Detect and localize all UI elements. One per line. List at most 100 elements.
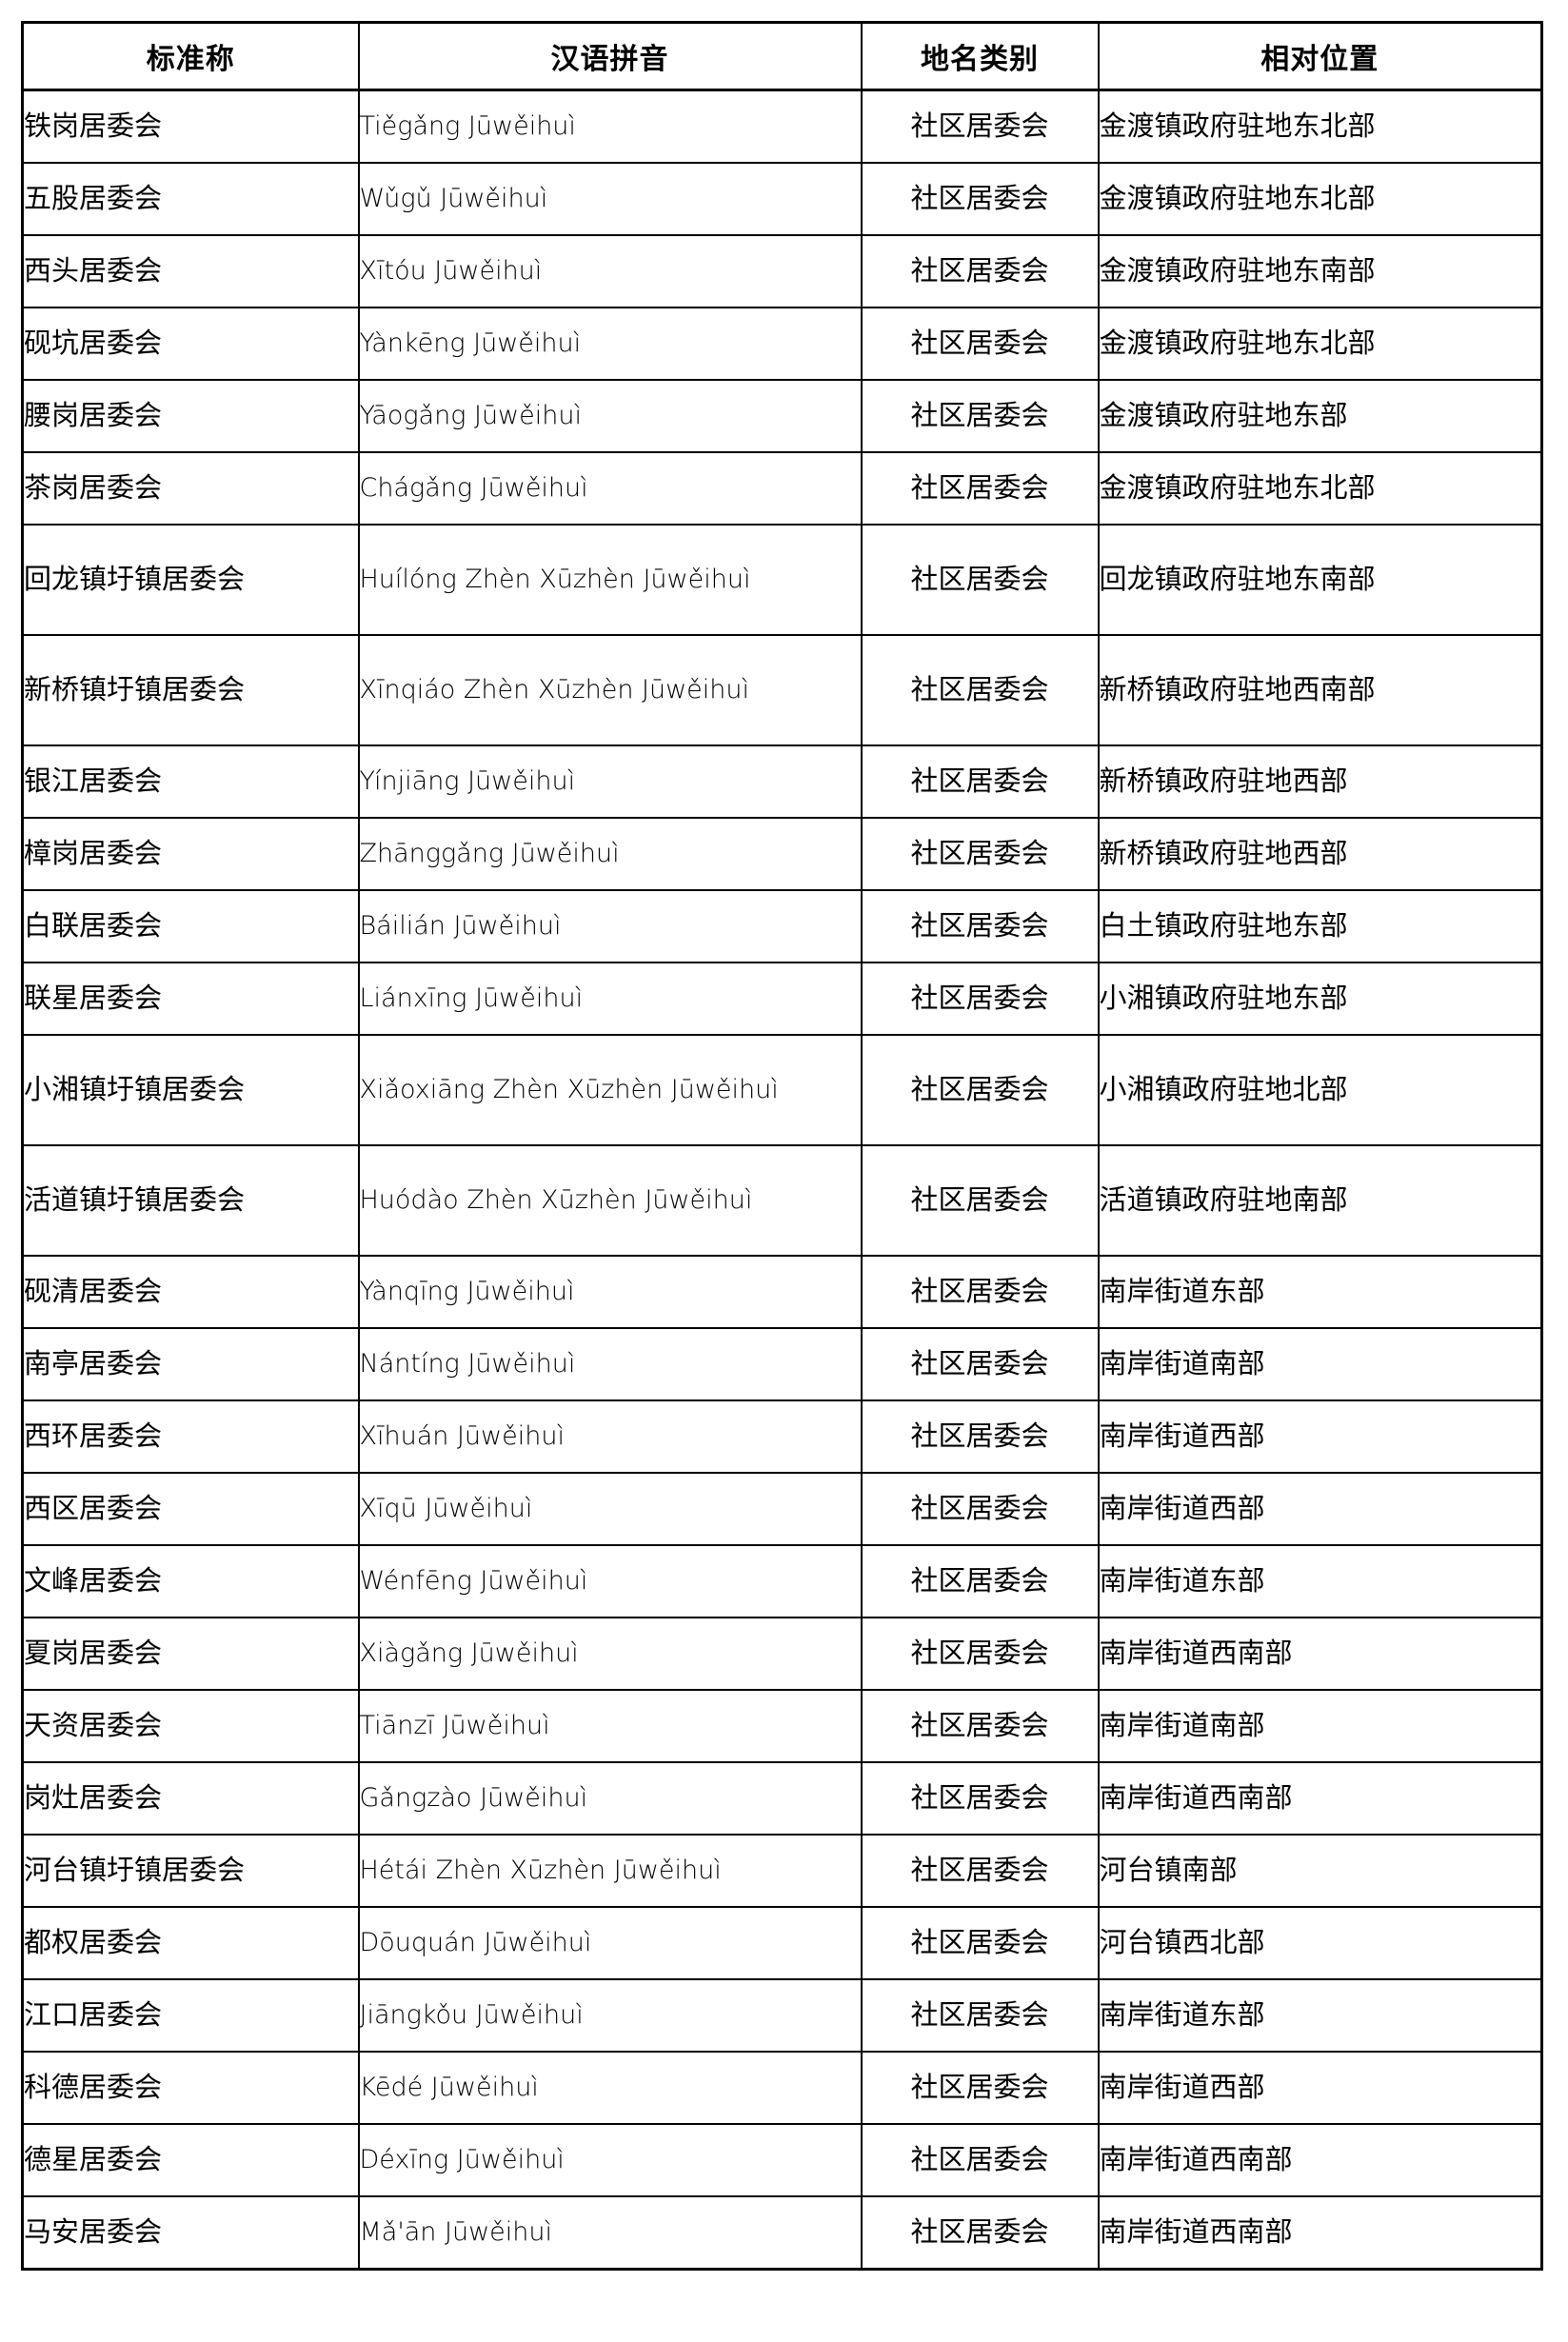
table-row: 五股居委会 Wǔgǔ Jūwěihuì 社区居委会 金渡镇政府驻地东北部 [21, 162, 1543, 236]
cell-standard-name: 小湘镇圩镇居委会 [21, 1034, 360, 1146]
cell-standard-name: 文峰居委会 [21, 1544, 360, 1618]
cell-place-type: 社区居委会 [860, 451, 1100, 526]
cell-place-type: 社区居委会 [860, 2123, 1100, 2197]
cell-relative-location: 南岸街道西部 [1097, 1399, 1543, 1474]
cell-standard-name: 砚清居委会 [21, 1255, 360, 1329]
cell-relative-location: 河台镇南部 [1097, 1834, 1543, 1908]
cell-relative-location: 金渡镇政府驻地东南部 [1097, 234, 1543, 308]
cell-pinyin: Nántíng Jūwěihuì [357, 1327, 863, 1401]
table-row: 联星居委会 Liánxīng Jūwěihuì 社区居委会 小湘镇政府驻地东部 [21, 962, 1543, 1036]
cell-pinyin: Huílóng Zhèn Xūzhèn Jūwěihuì [357, 524, 863, 636]
table-row: 南亭居委会 Nántíng Jūwěihuì 社区居委会 南岸街道南部 [21, 1327, 1543, 1401]
table-row: 河台镇圩镇居委会 Hétái Zhèn Xūzhèn Jūwěihuì 社区居委会河… [21, 1834, 1543, 1908]
table-row: 樟岗居委会 Zhānggǎng Jūwěihuì 社区居委会 新桥镇政府驻地西部 [21, 817, 1543, 891]
cell-standard-name: 腰岗居委会 [21, 379, 360, 453]
cell-relative-location: 南岸街道西南部 [1097, 1617, 1543, 1691]
cell-standard-name: 新桥镇圩镇居委会 [21, 634, 360, 746]
cell-pinyin: Xiǎoxiāng Zhèn Xūzhèn Jūwěihuì [357, 1034, 863, 1146]
cell-pinyin: Tiěgǎng Jūwěihuì [357, 89, 863, 164]
cell-relative-location: 南岸街道西南部 [1097, 1761, 1543, 1836]
table-row: 砚坑居委会 Yànkēng Jūwěihuì 社区居委会 金渡镇政府驻地东北部 [21, 307, 1543, 381]
cell-place-type: 社区居委会 [860, 1144, 1100, 1257]
cell-place-type: 社区居委会 [860, 817, 1100, 891]
cell-standard-name: 天资居委会 [21, 1689, 360, 1763]
cell-relative-location: 南岸街道南部 [1097, 1689, 1543, 1763]
cell-standard-name: 德星居委会 [21, 2123, 360, 2197]
cell-pinyin: Kēdé Jūwěihuì [357, 2051, 863, 2125]
cell-pinyin: Chágǎng Jūwěihuì [357, 451, 863, 526]
cell-standard-name: 樟岗居委会 [21, 817, 360, 891]
cell-place-type: 社区居委会 [860, 234, 1100, 308]
cell-relative-location: 南岸街道东部 [1097, 1544, 1543, 1618]
cell-relative-location: 南岸街道西南部 [1097, 2195, 1543, 2271]
table-row: 夏岗居委会 Xiàgǎng Jūwěihuì 社区居委会 南岸街道西南部 [21, 1617, 1543, 1691]
cell-place-type: 社区居委会 [860, 1689, 1100, 1763]
cell-pinyin: Tiānzī Jūwěihuì [357, 1689, 863, 1763]
table-row: 回龙镇圩镇居委会 Huílóng Zhèn Xūzhèn Jūwěihuì 社区居委… [21, 524, 1543, 636]
cell-pinyin: Yànqīng Jūwěihuì [357, 1255, 863, 1329]
cell-pinyin: Yínjiāng Jūwěihuì [357, 744, 863, 819]
cell-pinyin: Hétái Zhèn Xūzhèn Jūwěihuì [357, 1834, 863, 1908]
cell-standard-name: 白联居委会 [21, 889, 360, 963]
cell-place-type: 社区居委会 [860, 1761, 1100, 1836]
cell-standard-name: 河台镇圩镇居委会 [21, 1834, 360, 1908]
cell-standard-name: 岗灶居委会 [21, 1761, 360, 1836]
cell-standard-name: 铁岗居委会 [21, 89, 360, 164]
cell-pinyin: Zhānggǎng Jūwěihuì [357, 817, 863, 891]
cell-standard-name: 都权居委会 [21, 1906, 360, 1980]
cell-relative-location: 小湘镇政府驻地北部 [1097, 1034, 1543, 1146]
table-row: 活道镇圩镇居委会 Huódào Zhèn Xūzhèn Jūwěihuì 社区居委会… [21, 1144, 1543, 1257]
cell-relative-location: 南岸街道东部 [1097, 1255, 1543, 1329]
cell-relative-location: 南岸街道东部 [1097, 1978, 1543, 2053]
cell-place-type: 社区居委会 [860, 307, 1100, 381]
cell-standard-name: 西环居委会 [21, 1399, 360, 1474]
cell-pinyin: Déxīng Jūwěihuì [357, 2123, 863, 2197]
cell-pinyin: Liánxīng Jūwěihuì [357, 962, 863, 1036]
cell-relative-location: 白土镇政府驻地东部 [1097, 889, 1543, 963]
cell-relative-location: 金渡镇政府驻地东北部 [1097, 89, 1543, 164]
cell-standard-name: 茶岗居委会 [21, 451, 360, 526]
cell-standard-name: 江口居委会 [21, 1978, 360, 2053]
cell-place-type: 社区居委会 [860, 1617, 1100, 1691]
table-row: 新桥镇圩镇居委会 Xīnqiáo Zhèn Xūzhèn Jūwěihuì 社区居委… [21, 634, 1543, 746]
table-row: 西头居委会 Xītóu Jūwěihuì 社区居委会 金渡镇政府驻地东南部 [21, 234, 1543, 308]
column-header-pinyin: 汉语拼音 [357, 21, 863, 91]
cell-relative-location: 南岸街道西南部 [1097, 2123, 1543, 2197]
cell-place-type: 社区居委会 [860, 889, 1100, 963]
cell-standard-name: 银江居委会 [21, 744, 360, 819]
cell-place-type: 社区居委会 [860, 2195, 1100, 2271]
table-row: 腰岗居委会 Yāogǎng Jūwěihuì 社区居委会 金渡镇政府驻地东部 [21, 379, 1543, 453]
table-row: 西环居委会 Xīhuán Jūwěihuì 社区居委会 南岸街道西部 [21, 1399, 1543, 1474]
cell-place-type: 社区居委会 [860, 1472, 1100, 1546]
table-row: 科德居委会 Kēdé Jūwěihuì 社区居委会 南岸街道西部 [21, 2051, 1543, 2125]
cell-relative-location: 新桥镇政府驻地西部 [1097, 817, 1543, 891]
cell-pinyin: Xītóu Jūwěihuì [357, 234, 863, 308]
table-row: 砚清居委会 Yànqīng Jūwěihuì 社区居委会 南岸街道东部 [21, 1255, 1543, 1329]
cell-relative-location: 南岸街道南部 [1097, 1327, 1543, 1401]
table-row: 马安居委会 Mǎ'ān Jūwěihuì 社区居委会 南岸街道西南部 [21, 2195, 1543, 2271]
cell-relative-location: 新桥镇政府驻地西部 [1097, 744, 1543, 819]
cell-pinyin: Mǎ'ān Jūwěihuì [357, 2195, 863, 2271]
table-header-row: 标准称 汉语拼音 地名类别 相对位置 [21, 21, 1543, 91]
cell-pinyin: Yànkēng Jūwěihuì [357, 307, 863, 381]
column-header-relative-location: 相对位置 [1097, 21, 1543, 91]
cell-relative-location: 小湘镇政府驻地东部 [1097, 962, 1543, 1036]
cell-relative-location: 金渡镇政府驻地东北部 [1097, 451, 1543, 526]
cell-place-type: 社区居委会 [860, 1544, 1100, 1618]
cell-relative-location: 金渡镇政府驻地东部 [1097, 379, 1543, 453]
cell-place-type: 社区居委会 [860, 1978, 1100, 2053]
table-row: 岗灶居委会 Gǎngzào Jūwěihuì 社区居委会 南岸街道西南部 [21, 1761, 1543, 1836]
table-row: 小湘镇圩镇居委会 Xiǎoxiāng Zhèn Xūzhèn Jūwěihuì 社区… [21, 1034, 1543, 1146]
cell-place-type: 社区居委会 [860, 524, 1100, 636]
table-header: 标准称 汉语拼音 地名类别 相对位置 [21, 21, 1543, 91]
cell-place-type: 社区居委会 [860, 1327, 1100, 1401]
cell-pinyin: Dōuquán Jūwěihuì [357, 1906, 863, 1980]
cell-pinyin: Báilián Jūwěihuì [357, 889, 863, 963]
table-row: 西区居委会 Xīqū Jūwěihuì 社区居委会 南岸街道西部 [21, 1472, 1543, 1546]
table-row: 江口居委会 Jiāngkǒu Jūwěihuì 社区居委会 南岸街道东部 [21, 1978, 1543, 2053]
cell-pinyin: Wénfēng Jūwěihuì [357, 1544, 863, 1618]
cell-place-type: 社区居委会 [860, 89, 1100, 164]
cell-standard-name: 科德居委会 [21, 2051, 360, 2125]
table-row: 德星居委会 Déxīng Jūwěihuì 社区居委会 南岸街道西南部 [21, 2123, 1543, 2197]
